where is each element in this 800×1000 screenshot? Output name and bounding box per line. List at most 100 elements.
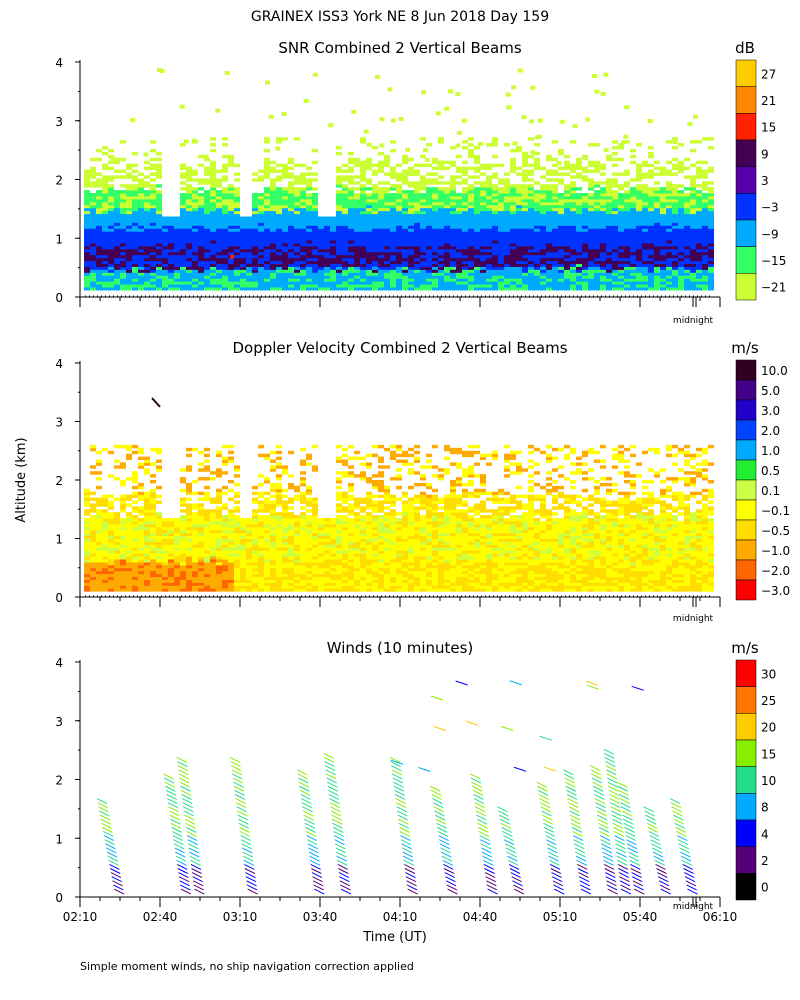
snr-cell bbox=[288, 207, 294, 212]
doppler-cell bbox=[126, 520, 132, 525]
snr-cell bbox=[288, 275, 294, 279]
doppler-cell bbox=[150, 500, 156, 504]
snr-cell bbox=[504, 287, 510, 291]
doppler-cell bbox=[150, 582, 156, 586]
snr-cell bbox=[300, 175, 306, 179]
snr-cell bbox=[486, 201, 492, 206]
snr-cell bbox=[138, 272, 144, 276]
snr-cell bbox=[402, 195, 408, 200]
snr-cell bbox=[462, 231, 468, 235]
snr-cell bbox=[606, 234, 612, 238]
snr-cell bbox=[330, 287, 336, 291]
snr-cell bbox=[288, 157, 294, 162]
snr-cell bbox=[636, 225, 642, 229]
snr-cell bbox=[288, 193, 294, 197]
snr-cell bbox=[450, 266, 456, 270]
doppler-cell bbox=[216, 512, 222, 516]
snr-cell bbox=[342, 257, 348, 262]
snr-cell bbox=[648, 169, 654, 173]
doppler-cell bbox=[186, 520, 192, 525]
snr-cell bbox=[636, 213, 642, 218]
snr-cell bbox=[534, 275, 540, 279]
snr-cell bbox=[378, 254, 384, 259]
snr-cell bbox=[552, 254, 558, 259]
snr-cell bbox=[240, 248, 246, 253]
snr-cell bbox=[264, 163, 270, 168]
snr-cell bbox=[438, 193, 444, 197]
doppler-cell bbox=[132, 494, 138, 499]
snr-cell bbox=[228, 157, 234, 162]
snr-cell bbox=[156, 190, 162, 194]
snr-cell bbox=[264, 228, 270, 232]
snr-cell bbox=[528, 119, 534, 124]
doppler-cell bbox=[186, 523, 192, 528]
snr-cell bbox=[396, 190, 402, 194]
snr-cell bbox=[654, 266, 660, 270]
snr-cell bbox=[450, 181, 456, 185]
snr-cell bbox=[222, 201, 228, 206]
snr-cell bbox=[372, 231, 378, 235]
snr-cell bbox=[204, 228, 210, 232]
snr-cell bbox=[360, 260, 366, 265]
snr-cell bbox=[264, 198, 270, 203]
snr-cell bbox=[600, 219, 606, 223]
snr-cell bbox=[258, 195, 264, 200]
snr-cell bbox=[312, 216, 318, 220]
snr-cell bbox=[474, 201, 480, 206]
snr-cell bbox=[678, 266, 684, 270]
snr-cell bbox=[318, 225, 324, 229]
snr-cell bbox=[396, 251, 402, 256]
doppler-cell bbox=[84, 494, 90, 499]
snr-cell bbox=[498, 222, 504, 226]
snr-cell bbox=[618, 143, 624, 147]
doppler-cell bbox=[180, 547, 186, 551]
doppler-cell bbox=[186, 570, 192, 575]
doppler-cell bbox=[180, 523, 186, 528]
snr-cell bbox=[468, 195, 474, 200]
snr-cell bbox=[642, 251, 648, 256]
snr-cell bbox=[96, 172, 102, 176]
snr-cell bbox=[498, 207, 504, 212]
snr-cell bbox=[678, 210, 684, 215]
snr-cell bbox=[588, 213, 594, 218]
snr-cell bbox=[696, 201, 702, 206]
snr-cell bbox=[372, 201, 378, 206]
doppler-cell bbox=[150, 518, 156, 522]
snr-cell bbox=[438, 225, 444, 229]
snr-cell bbox=[396, 193, 402, 197]
snr-cell bbox=[120, 169, 126, 173]
doppler-cell bbox=[162, 544, 168, 548]
snr-cell bbox=[648, 242, 654, 247]
snr-cell bbox=[684, 281, 690, 285]
doppler-cell bbox=[210, 553, 216, 557]
snr-cell bbox=[660, 225, 666, 229]
snr-cell bbox=[708, 210, 714, 215]
snr-cell bbox=[363, 129, 369, 134]
snr-cell bbox=[336, 287, 342, 291]
snr-cell bbox=[396, 278, 402, 282]
snr-cell bbox=[624, 275, 630, 279]
doppler-cell bbox=[216, 544, 222, 548]
doppler-cell bbox=[156, 564, 162, 569]
snr-cell bbox=[132, 187, 138, 191]
snr-cell bbox=[150, 242, 156, 247]
snr-cell bbox=[132, 222, 138, 226]
doppler-cell bbox=[120, 561, 126, 566]
snr-cell bbox=[210, 137, 216, 141]
snr-cell bbox=[648, 269, 654, 273]
snr-cell bbox=[708, 248, 714, 253]
snr-cell bbox=[522, 154, 528, 159]
snr-cell bbox=[498, 266, 504, 270]
snr-cell bbox=[150, 257, 156, 262]
snr-cell bbox=[264, 269, 270, 273]
snr-cell bbox=[336, 181, 342, 185]
snr-cell bbox=[198, 181, 204, 185]
snr-cell bbox=[540, 225, 546, 229]
doppler-cell bbox=[156, 544, 162, 548]
doppler-cell bbox=[174, 576, 180, 580]
snr-cell bbox=[408, 210, 414, 215]
snr-cell bbox=[144, 242, 150, 247]
doppler-cell bbox=[144, 520, 150, 525]
snr-cell bbox=[666, 269, 672, 273]
snr-cell bbox=[156, 184, 162, 188]
